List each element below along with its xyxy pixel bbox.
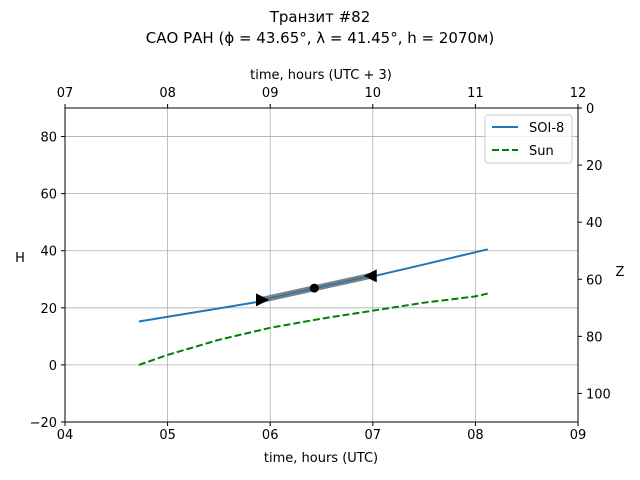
y-right-tick-label: 100 [586,387,611,402]
x-tick-label: 09 [570,428,587,443]
y-tick-label: 60 [40,188,57,203]
legend-label-sun: Sun [529,144,554,159]
legend: SOI-8 Sun [484,114,573,164]
x-top-tick-label: 07 [57,86,74,101]
chart-title-line2: САО РАН (ϕ = 43.65°, λ = 41.45°, h = 207… [146,29,494,47]
x-top-tick-label: 08 [159,86,176,101]
y-tick-label: 40 [40,245,57,260]
x-tick-label: 05 [159,428,176,443]
y-tick-label: 0 [49,359,57,374]
x-top-tick-label: 09 [262,86,279,101]
series-layer [138,248,488,366]
y-tick-label: 80 [40,131,57,146]
x-top-tick-label: 11 [467,86,484,101]
legend-label-soi8: SOI-8 [529,121,564,136]
transit-mid-marker [309,283,319,293]
y-tick-label: −20 [30,416,57,431]
y-right-tick-label: 20 [586,159,603,174]
y-axis-label: H [15,251,25,266]
y-right-tick-label: 40 [586,216,603,231]
transit-end-marker [363,269,377,283]
y-right-axis-label: Z [616,265,625,280]
x-top-tick-label: 12 [570,86,587,101]
x-axis-label: time, hours (UTC) [264,451,378,466]
x-top-tick-label: 10 [365,86,382,101]
series-line-sun [138,292,488,366]
y-right-tick-label: 60 [586,273,603,288]
transit-start-marker [255,293,269,307]
x-tick-label: 07 [365,428,382,443]
x-tick-label: 06 [262,428,279,443]
chart-title-line1: Транзит #82 [269,8,371,26]
axes: 04 05 06 07 08 09 07 08 09 10 11 12 −20 0 20 40 60 80 0 20 4… [30,86,611,443]
x-tick-label: 08 [467,428,484,443]
y-tick-label: 20 [40,302,57,317]
y-right-tick-label: 80 [586,330,603,345]
plot-frame [64,107,579,423]
x-tick-label: 04 [57,428,74,443]
y-right-tick-label: 0 [586,102,594,117]
x-top-axis-label: time, hours (UTC + 3) [250,68,392,83]
